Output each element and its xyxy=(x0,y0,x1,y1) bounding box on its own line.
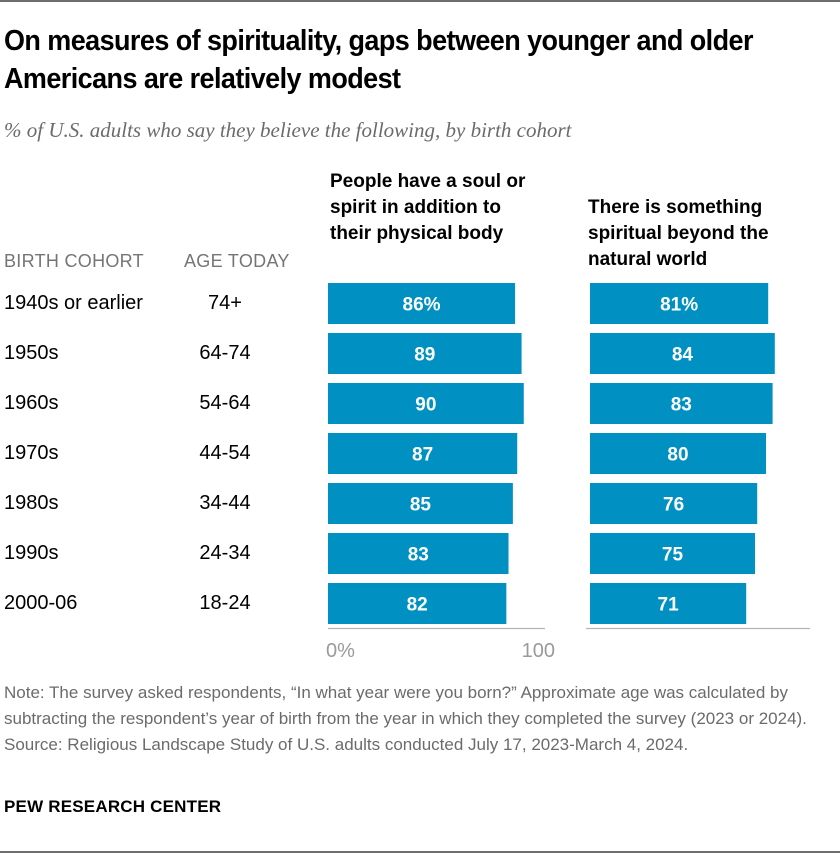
bar-series-2 xyxy=(590,583,747,624)
bar-value-label: 76 xyxy=(663,495,684,516)
series-1-header: People have a soul or spirit in addition… xyxy=(330,171,526,244)
bar-value-label: 82 xyxy=(407,595,428,616)
age-label: 64-74 xyxy=(199,342,251,364)
cohort-label: 2000-06 xyxy=(4,592,78,614)
bar-value-label: 83 xyxy=(671,395,692,416)
bar-series-1 xyxy=(328,583,507,624)
bar-value-label: 80 xyxy=(667,445,688,466)
bar-series-1 xyxy=(328,483,513,524)
x-tick-label: 100 xyxy=(522,640,555,662)
cohort-label: 1990s xyxy=(4,542,59,564)
bar-value-label: 84 xyxy=(672,345,694,366)
bar-series-1 xyxy=(328,283,516,324)
bar-series-2 xyxy=(590,283,769,324)
bar-series-2 xyxy=(590,433,766,474)
age-today-header: AGE TODAY xyxy=(184,251,290,271)
bar-series-2 xyxy=(590,533,755,574)
chart-title: On measures of spirituality, gaps betwee… xyxy=(4,25,753,95)
note-text: Note: The survey asked respondents, “In … xyxy=(4,683,807,728)
bar-value-label: 83 xyxy=(408,545,429,566)
age-label: 54-64 xyxy=(199,392,251,414)
top-rule xyxy=(0,0,840,2)
cohort-label: 1970s xyxy=(4,442,59,464)
bar-series-2 xyxy=(590,483,758,524)
bar-value-label: 85 xyxy=(410,495,432,516)
age-label: 18-24 xyxy=(199,592,251,614)
bottom-rule xyxy=(0,851,840,853)
source-text: Source: Religious Landscape Study of U.S… xyxy=(4,735,689,754)
bar-value-label: 86% xyxy=(403,295,441,316)
birth-cohort-header: BIRTH COHORT xyxy=(4,251,144,271)
bar-chart: 86% 89 90 87 85 83 82 81% 84 83 80 76 75 71 0% 100 xyxy=(326,283,810,662)
cohort-label: 1950s xyxy=(4,342,59,364)
age-label: 24-34 xyxy=(199,542,251,564)
bar-series-1 xyxy=(328,433,518,474)
age-label: 74+ xyxy=(208,292,242,314)
cohort-label: 1940s or earlier xyxy=(4,292,143,314)
bar-value-label: 75 xyxy=(662,545,684,566)
age-label: 34-44 xyxy=(199,492,251,514)
cohort-label: 1960s xyxy=(4,392,59,414)
notes: Note: The survey asked respondents, “In … xyxy=(4,680,824,758)
bar-value-label: 81% xyxy=(660,295,698,316)
chart-subtitle: % of U.S. adults who say they believe th… xyxy=(4,118,572,142)
bar-series-1 xyxy=(328,333,522,374)
bar-value-label: 90 xyxy=(415,395,436,416)
age-label: 44-54 xyxy=(199,442,251,464)
cohort-label: 1980s xyxy=(4,492,59,514)
bar-value-label: 71 xyxy=(658,595,680,616)
bar-value-label: 87 xyxy=(412,445,433,466)
x-tick-label: 0% xyxy=(326,640,355,662)
pew-brand: PEW RESEARCH CENTER xyxy=(4,797,222,816)
bar-series-1 xyxy=(328,383,524,424)
bar-series-2 xyxy=(590,333,775,374)
bar-value-label: 89 xyxy=(414,345,435,366)
bar-series-2 xyxy=(590,383,773,424)
series-2-header: There is something spiritual beyond the … xyxy=(588,197,769,270)
bar-series-1 xyxy=(328,533,509,574)
